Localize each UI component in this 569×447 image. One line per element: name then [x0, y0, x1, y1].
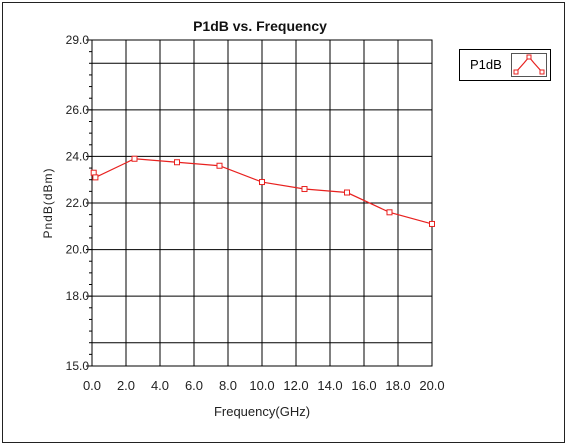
legend-line-icon — [513, 54, 545, 75]
data-point-marker — [174, 159, 180, 166]
chart-title: P1dB vs. Frequency — [193, 18, 327, 34]
legend-label-p1db: P1dB — [470, 57, 502, 72]
y-axis-label: PndB(dBm) — [41, 167, 55, 238]
x-axis-label: Frequency(GHz) — [214, 404, 310, 419]
y-tick-label: 29.0 — [66, 33, 90, 47]
x-tick-label: 8.0 — [219, 378, 237, 393]
y-tick-label: 24.0 — [66, 149, 90, 163]
data-point-marker — [92, 174, 99, 181]
y-tick-labels: 29.0 26.0 24.0 22.0 20.0 18.0 15.0 — [66, 33, 90, 373]
y-tick-label: 18.0 — [66, 289, 90, 303]
data-point-marker — [259, 179, 265, 186]
grid-lines — [86, 39, 433, 367]
data-point-marker — [216, 162, 223, 169]
x-tick-label: 0.0 — [83, 378, 101, 393]
data-point-marker — [301, 186, 308, 193]
y-tick-label: 26.0 — [66, 103, 90, 117]
data-point-marker — [131, 155, 138, 162]
x-tick-label: 18.0 — [385, 378, 410, 393]
x-tick-label: 6.0 — [185, 378, 203, 393]
data-point-marker — [429, 220, 435, 227]
series-layer — [90, 155, 435, 227]
x-tick-label: 20.0 — [419, 378, 444, 393]
data-point-marker — [344, 189, 350, 196]
x-tick-label: 12.0 — [283, 378, 308, 393]
series-line-p1db — [93, 158, 433, 225]
x-tick-labels: 0.0 2.0 4.0 6.0 8.0 10.0 12.0 14.0 16.0 18.0 20.0 — [83, 378, 445, 393]
y-tick-label: 15.0 — [66, 359, 90, 373]
x-tick-label: 4.0 — [151, 378, 169, 393]
y-tick-label: 22.0 — [66, 196, 90, 210]
x-tick-label: 16.0 — [351, 378, 376, 393]
y-minor-ticks — [89, 39, 92, 367]
x-tick-label: 2.0 — [117, 378, 135, 393]
legend-swatch-p1db — [511, 53, 547, 77]
legend: P1dB — [459, 49, 551, 81]
y-tick-label: 20.0 — [66, 243, 90, 257]
x-tick-label: 14.0 — [317, 378, 342, 393]
data-point-marker — [386, 209, 393, 216]
x-tick-label: 10.0 — [249, 378, 274, 393]
